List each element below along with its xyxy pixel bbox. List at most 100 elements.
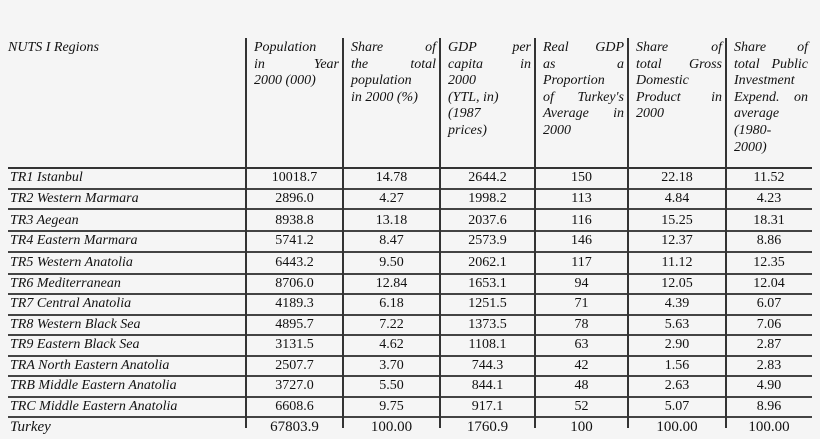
header-line: total Gross: [636, 56, 722, 72]
table-cell: 9.75: [379, 398, 404, 414]
table-cell: 4189.3: [275, 296, 314, 311]
table-cell: 18.31: [753, 212, 785, 228]
table-cell: 100.00: [656, 419, 698, 435]
table-cell: 4.39: [664, 296, 690, 311]
table-cell: 12.04: [753, 275, 785, 291]
header-line: GDP per: [448, 40, 531, 55]
header-line: 2000: [448, 73, 476, 89]
table-cell: 12.37: [661, 233, 693, 248]
table-row: TR6 Mediterranean 8706.0 12.84 1653.1 94 12.0…: [8, 275, 812, 295]
header-line: total Public: [734, 56, 808, 72]
table-cell: 4.62: [379, 337, 404, 352]
table-cell: 100: [570, 419, 593, 435]
header-line: Share of: [636, 40, 722, 55]
table-cell: 12.84: [375, 275, 408, 291]
table-row-total: Turkey 67803.9 100.00 1760.9 100 100.00 100.00: [8, 418, 812, 439]
region-name: TR8 Western Black Sea: [10, 316, 141, 332]
table-cell: 5.63: [664, 316, 690, 332]
table-cell: 3727.0: [275, 378, 314, 393]
column-divider: [627, 38, 629, 428]
table-cell: 1760.9: [466, 419, 509, 435]
table-cell: 3131.5: [275, 337, 314, 352]
table-cell: 4895.7: [275, 316, 314, 332]
table-cell: 2.63: [664, 378, 690, 393]
header-line: in Year: [254, 56, 339, 72]
table-cell: 4.90: [756, 378, 782, 393]
table-cell: 13.18: [375, 212, 408, 228]
header-line: 2000: [543, 122, 571, 138]
table-cell: 917.1: [471, 398, 504, 414]
table-row: TRA North Eastern Anatolia 2507.7 3.70 744.…: [8, 357, 812, 377]
table-row: TR3 Aegean 8938.8 13.18 2037.6 116 15.25 18.31: [8, 212, 812, 232]
header-line: in 2000 (%): [351, 89, 418, 105]
table-row: TR4 Eastern Marmara 5741.2 8.47 2573.9 146 12…: [8, 232, 812, 253]
table-cell: 1998.2: [468, 190, 507, 206]
column-divider: [245, 38, 247, 428]
table-cell: 8.96: [756, 398, 782, 414]
header-line: Average in: [543, 106, 624, 122]
header-line: 2000: [636, 106, 664, 122]
table-cell: 5741.2: [275, 233, 314, 248]
header-real-gdp-proportion: Real GDP as a Proportion of Turkey's Average…: [535, 38, 628, 167]
table-cell: 2.83: [756, 357, 782, 373]
header-line: (YTL, in): [448, 89, 499, 105]
header-line: average: [734, 106, 780, 122]
regional-data-table: NUTS I Regions Population in Year 2000 (000…: [8, 38, 812, 439]
header-line: Proportion: [543, 73, 605, 89]
region-name: TR5 Western Anatolia: [10, 255, 133, 270]
header-line: Share of: [351, 40, 436, 55]
table-row: TR8 Western Black Sea 4895.7 7.22 1373.5 78 5…: [8, 316, 812, 336]
table-cell: 9.50: [379, 255, 404, 270]
table-cell: 71: [574, 296, 589, 311]
table-cell: 67803.9: [270, 419, 319, 435]
table-cell: 11.12: [661, 255, 693, 270]
table-cell: 1653.1: [468, 275, 507, 291]
region-name: TR3 Aegean: [10, 212, 79, 228]
header-line: Domestic: [636, 73, 689, 89]
table-cell: 117: [571, 255, 592, 270]
table-cell: 5.07: [664, 398, 690, 414]
table-cell: 100.00: [748, 419, 790, 435]
table-body: TR1 Istanbul 10018.7 14.78 2644.2 150 22.18 11…: [8, 169, 812, 439]
region-name: TR1 Istanbul: [10, 170, 83, 185]
table-cell: 63: [574, 337, 589, 352]
table-cell: 6608.6: [275, 398, 314, 414]
table-cell: 113: [571, 190, 592, 206]
table-cell: 78: [574, 316, 589, 332]
table-cell: 2062.1: [468, 255, 507, 270]
table-cell: 100.00: [370, 419, 413, 435]
header-line: population: [351, 73, 412, 89]
header-region: NUTS I Regions: [8, 38, 246, 167]
column-divider: [725, 38, 727, 428]
header-line: as a: [543, 56, 624, 72]
table-cell: 7.06: [756, 316, 782, 332]
table-cell: 8938.8: [275, 212, 314, 228]
header-line: (1980-: [734, 122, 772, 138]
table-row: TR9 Eastern Black Sea 3131.5 4.62 1108.1 63 2…: [8, 336, 812, 357]
table-cell: 1251.5: [468, 296, 507, 311]
table-cell: 12.35: [753, 255, 785, 270]
table-cell: 48: [574, 378, 589, 393]
table-header: NUTS I Regions Population in Year 2000 (000…: [8, 38, 812, 169]
table-cell: 1.56: [664, 357, 690, 373]
table-row: TRB Middle Eastern Anatolia 3727.0 5.50 844…: [8, 377, 812, 398]
table-cell: 2573.9: [468, 233, 507, 248]
region-name: Turkey: [10, 419, 51, 435]
table-row: TR5 Western Anatolia 6443.2 9.50 2062.1 117 1…: [8, 254, 812, 275]
region-name: TR2 Western Marmara: [10, 190, 139, 206]
header-line: Product in: [636, 89, 722, 105]
header-line: Real GDP: [543, 40, 624, 55]
header-population: Population in Year 2000 (000): [246, 38, 343, 167]
table-row: TRC Middle Eastern Anatolia 6608.6 9.75 917…: [8, 398, 812, 418]
column-divider: [534, 38, 536, 428]
table-cell: 1108.1: [468, 337, 507, 352]
table-cell: 14.78: [375, 170, 408, 185]
header-population-share: Share of the total population in 2000 (%): [343, 38, 440, 167]
header-line: 2000): [734, 139, 767, 155]
header-line: (1987: [448, 106, 481, 122]
table-cell: 744.3: [471, 357, 504, 373]
table-cell: 22.18: [661, 170, 693, 185]
header-gdp-per-capita: GDP per capita in 2000 (YTL, in) (1987 prices…: [440, 38, 535, 167]
region-name: TR6 Mediterranean: [10, 275, 121, 291]
header-line: 2000 (000): [254, 73, 316, 89]
